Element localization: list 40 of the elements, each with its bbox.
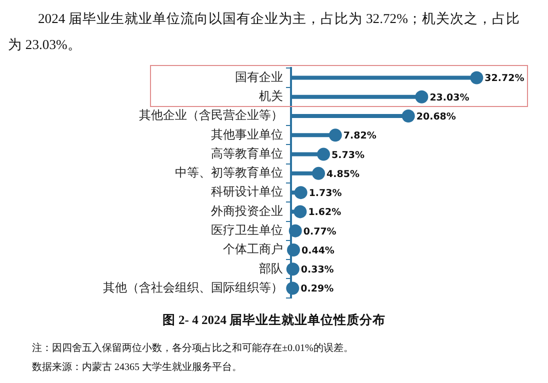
data-label: 7.82% bbox=[343, 130, 377, 142]
data-label: 5.73% bbox=[332, 150, 365, 161]
point bbox=[415, 90, 428, 104]
point bbox=[294, 186, 308, 200]
point bbox=[402, 110, 415, 123]
data-label: 32.72% bbox=[484, 73, 525, 84]
text: 注：因四舍五入保留两位小数，各分项占比之和可能存在±0.01%的误差。 bbox=[32, 342, 354, 355]
data-label: 0.33% bbox=[300, 264, 334, 276]
data-label: 0.77% bbox=[303, 226, 337, 238]
data-label: 1.73% bbox=[308, 188, 342, 200]
point bbox=[288, 224, 302, 238]
data-label: 4.85% bbox=[326, 168, 360, 180]
point bbox=[294, 205, 307, 218]
y-tick-label: 医疗卫生单位 bbox=[211, 222, 283, 237]
y-tick-label: 外商投资企业 bbox=[211, 204, 283, 218]
data-label: 1.62% bbox=[308, 207, 342, 218]
chart-subtitle: 2024 届毕业生就业单位流向以国有企业为主，占比为 32.72%；机关次之，占比为 23.03%。 bbox=[8, 10, 520, 54]
point bbox=[328, 128, 342, 142]
data-label: 20.68% bbox=[416, 112, 456, 122]
y-tick-label: 国有企业 bbox=[235, 70, 283, 84]
data-label: 0.44% bbox=[301, 245, 335, 256]
y-tick-label: 个体工商户 bbox=[223, 242, 283, 256]
point bbox=[317, 148, 330, 161]
y-tick-label: 其他企业（含民营企业等） bbox=[139, 108, 283, 122]
source-note: 数据来源：内蒙古 24365 大学生就业服务平台。 bbox=[32, 360, 242, 374]
point bbox=[286, 282, 300, 295]
point bbox=[312, 166, 326, 180]
data-label: 0.29% bbox=[300, 284, 334, 295]
y-tick-label: 机关 bbox=[259, 89, 283, 104]
y-tick-label: 其他（含社会组织、国际组织等） bbox=[103, 280, 283, 294]
point bbox=[286, 243, 300, 256]
point bbox=[286, 262, 300, 276]
text: 图 2- 4 2024 届毕业生就业单位性质分布 bbox=[161, 312, 387, 329]
y-tick-label: 中等、初等教育单位 bbox=[175, 166, 283, 180]
y-tick-label: 其他事业单位 bbox=[211, 127, 283, 142]
y-tick-label: 高等教育单位 bbox=[211, 146, 283, 160]
point bbox=[470, 71, 484, 84]
y-tick-label: 部队 bbox=[259, 261, 283, 276]
data-label: 23.03% bbox=[430, 92, 470, 104]
y-tick-label: 科研设计单位 bbox=[211, 184, 283, 199]
